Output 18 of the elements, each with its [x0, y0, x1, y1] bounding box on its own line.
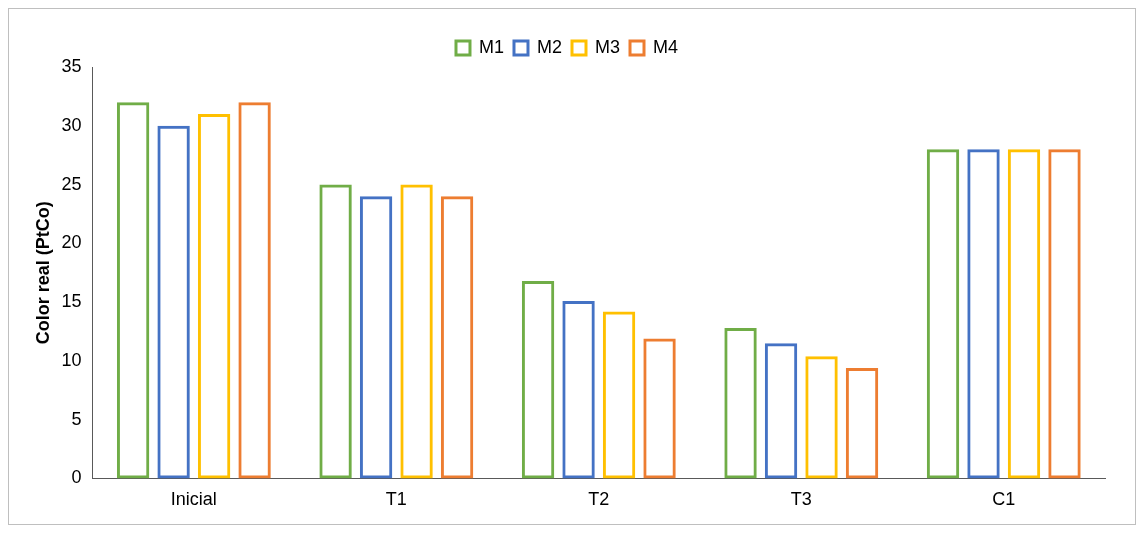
- y-tick-label: 35: [61, 55, 82, 76]
- legend-label: M3: [595, 36, 621, 57]
- y-tick-label: 20: [61, 232, 82, 253]
- y-tick-label: 15: [61, 291, 82, 312]
- x-tick-label: T2: [588, 489, 610, 510]
- y-tick-label: 10: [61, 349, 82, 370]
- x-tick-label: C1: [992, 489, 1016, 510]
- x-tick-label: T1: [385, 489, 407, 510]
- x-tick-label: Inicial: [170, 489, 217, 510]
- y-tick-label: 5: [71, 408, 82, 429]
- y-tick-label: 30: [61, 114, 82, 135]
- x-tick-label: T3: [790, 489, 812, 510]
- y-tick-label: 0: [71, 467, 82, 488]
- legend-label: M2: [537, 36, 563, 57]
- legend-label: M1: [478, 36, 505, 57]
- y-axis-title: Color real (PtCo): [32, 201, 53, 345]
- y-tick-label: 25: [61, 173, 82, 194]
- legend-label: M4: [653, 36, 679, 57]
